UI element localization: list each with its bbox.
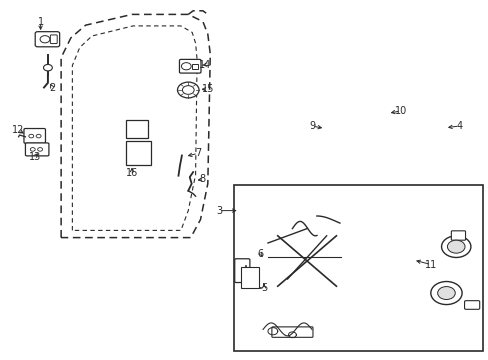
Circle shape [447,240,464,253]
Text: 8: 8 [200,174,205,184]
Circle shape [36,134,41,138]
Text: 12: 12 [12,125,25,135]
Text: 1: 1 [38,17,43,27]
Text: 14: 14 [199,60,211,70]
Text: 16: 16 [125,168,138,178]
Text: 6: 6 [257,249,263,259]
Text: 7: 7 [195,148,201,158]
Text: 2: 2 [49,83,55,93]
Circle shape [441,236,470,257]
FancyBboxPatch shape [450,231,465,240]
Circle shape [430,282,461,305]
Bar [191,64,197,69]
Circle shape [43,64,52,71]
FancyBboxPatch shape [35,32,60,47]
FancyBboxPatch shape [179,59,201,73]
Text: 4: 4 [456,121,462,131]
Circle shape [177,82,199,98]
Bar [233,185,482,351]
Bar [126,120,148,138]
Circle shape [437,287,454,300]
FancyBboxPatch shape [50,35,57,44]
Circle shape [181,63,191,70]
Text: 13: 13 [29,152,41,162]
Text: 3: 3 [216,206,222,216]
Circle shape [38,148,42,151]
Text: 9: 9 [308,121,314,131]
Text: 11: 11 [424,260,437,270]
FancyBboxPatch shape [464,301,479,309]
Text: 5: 5 [261,283,266,293]
Circle shape [30,148,35,151]
Circle shape [182,86,194,94]
FancyBboxPatch shape [25,143,49,156]
Bar [240,267,259,288]
FancyBboxPatch shape [271,327,312,337]
FancyBboxPatch shape [24,129,45,143]
Bar [125,141,151,165]
FancyBboxPatch shape [234,259,249,283]
Text: 10: 10 [394,106,407,116]
Circle shape [29,134,34,138]
Circle shape [40,36,50,43]
Text: 15: 15 [201,84,214,94]
